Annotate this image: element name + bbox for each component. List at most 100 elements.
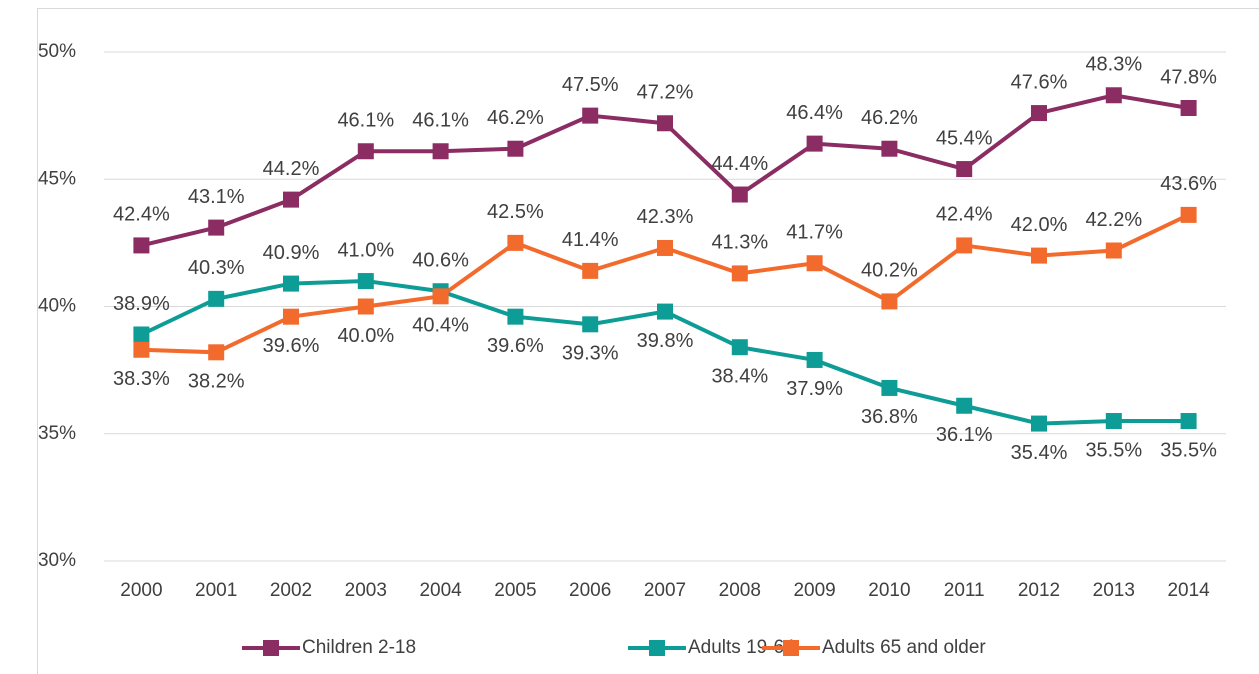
x-tick-label: 2003: [345, 580, 387, 601]
marker: [133, 341, 150, 358]
marker: [208, 219, 225, 236]
data-label: 35.4%: [1011, 442, 1068, 464]
data-label: 41.4%: [562, 229, 619, 251]
marker: [1031, 415, 1047, 432]
data-label: 42.4%: [113, 204, 170, 226]
marker: [881, 379, 898, 396]
marker: [133, 237, 150, 254]
data-label: 46.2%: [861, 107, 918, 129]
marker: [731, 186, 748, 203]
legend-label: Children 2-18: [302, 637, 416, 658]
legend-label: Adults 19-64: [688, 637, 795, 658]
marker: [1105, 87, 1122, 104]
marker: [806, 351, 823, 368]
data-label: 41.7%: [786, 222, 843, 244]
x-tick-label: 2001: [195, 580, 237, 601]
data-label: 43.6%: [1160, 173, 1217, 195]
data-label: 47.2%: [637, 82, 694, 104]
data-label: 38.9%: [113, 293, 170, 315]
data-label: 39.8%: [637, 330, 694, 352]
marker: [507, 308, 524, 325]
data-label: 36.1%: [936, 424, 993, 446]
marker: [582, 316, 599, 333]
x-tick-label: 2005: [494, 580, 536, 601]
data-label: 46.4%: [786, 102, 843, 124]
marker: [1180, 206, 1197, 223]
legend-label: Adults 65 and older: [822, 637, 986, 658]
marker: [731, 265, 748, 282]
data-label: 43.1%: [188, 186, 245, 208]
data-label: 40.4%: [412, 315, 469, 337]
marker: [582, 107, 599, 124]
marker: [881, 293, 898, 310]
data-label: 42.4%: [936, 204, 993, 226]
marker: [657, 303, 673, 320]
data-label: 39.3%: [562, 343, 619, 365]
x-tick-label: 2006: [569, 580, 611, 601]
data-label: 40.9%: [263, 242, 320, 264]
data-label: 40.3%: [188, 257, 245, 279]
legend-marker: [263, 640, 279, 656]
marker: [283, 308, 299, 325]
data-label: 47.8%: [1160, 66, 1217, 88]
x-tick-label: 2014: [1167, 580, 1210, 601]
marker: [956, 397, 973, 414]
data-label: 37.9%: [786, 378, 843, 400]
marker: [806, 135, 823, 152]
y-tick-label: 45%: [38, 168, 76, 189]
data-label: 48.3%: [1085, 54, 1142, 76]
x-tick-label: 2009: [793, 580, 835, 601]
marker: [208, 290, 225, 307]
marker: [657, 115, 673, 132]
data-label: 46.2%: [487, 107, 544, 129]
marker: [283, 275, 299, 292]
x-tick-label: 2007: [644, 580, 686, 601]
x-tick-label: 2004: [419, 580, 462, 601]
marker: [881, 140, 898, 157]
x-tick-label: 2011: [944, 580, 985, 601]
legend-marker: [649, 640, 665, 656]
marker: [283, 191, 299, 208]
data-label: 41.3%: [711, 232, 768, 254]
x-tick-label: 2008: [719, 580, 761, 601]
marker: [507, 140, 524, 157]
data-label: 39.6%: [487, 335, 544, 357]
data-label: 40.2%: [861, 260, 918, 282]
marker: [507, 234, 524, 251]
x-tick-label: 2012: [1018, 580, 1060, 601]
data-label: 47.6%: [1011, 71, 1068, 93]
data-label: 38.3%: [113, 368, 170, 390]
data-label: 42.5%: [487, 201, 544, 223]
marker: [1180, 99, 1197, 116]
data-label: 38.4%: [711, 366, 768, 388]
marker: [357, 298, 374, 315]
data-label: 35.5%: [1085, 439, 1142, 461]
y-tick-label: 35%: [38, 423, 76, 444]
data-label: 46.1%: [412, 110, 469, 132]
data-label: 42.0%: [1011, 214, 1068, 236]
marker: [357, 273, 374, 290]
data-label: 42.2%: [1085, 209, 1142, 231]
data-label: 40.6%: [412, 250, 469, 272]
marker: [657, 239, 673, 256]
data-label: 36.8%: [861, 406, 918, 428]
marker: [1180, 413, 1197, 430]
data-label: 38.2%: [188, 371, 245, 393]
data-label: 45.4%: [936, 127, 993, 149]
legend-marker: [783, 640, 799, 656]
x-tick-label: 2002: [270, 580, 312, 601]
marker: [133, 326, 150, 343]
frame: [37, 8, 1259, 674]
data-label: 44.4%: [711, 153, 768, 175]
marker: [1105, 413, 1122, 430]
data-label: 44.2%: [263, 158, 320, 180]
marker: [208, 344, 225, 361]
data-label: 47.5%: [562, 74, 619, 96]
marker: [731, 339, 748, 356]
data-label: 35.5%: [1160, 439, 1217, 461]
marker: [432, 143, 449, 160]
data-label: 39.6%: [263, 335, 320, 357]
marker: [806, 255, 823, 272]
marker: [582, 262, 599, 279]
